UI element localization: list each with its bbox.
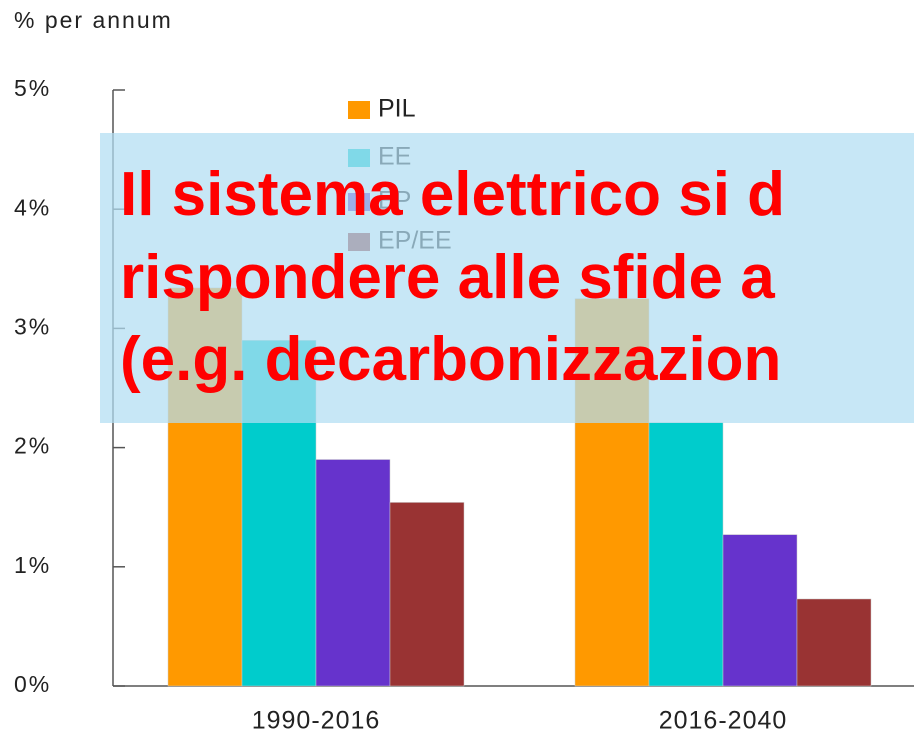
y-tick-label: 5% — [14, 75, 51, 101]
bar — [389, 502, 465, 687]
overlay-text: Il sistema elettrico si d — [120, 160, 785, 229]
legend-label: PIL — [378, 95, 416, 123]
y-tick-label: 3% — [14, 313, 51, 339]
overlay-box — [100, 133, 914, 423]
y-tick-label: 0% — [14, 671, 51, 697]
bar — [315, 459, 391, 687]
bar — [796, 598, 872, 687]
overlay-text: (e.g. decarbonizzazion — [120, 325, 781, 394]
legend-swatch — [348, 101, 370, 119]
y-tick-label: 4% — [14, 194, 51, 220]
overlay-text: rispondere alle sfide a — [120, 243, 775, 312]
bar — [722, 534, 798, 687]
y-tick-label: 2% — [14, 433, 51, 459]
y-axis-label: % per annum — [14, 7, 173, 33]
y-tick-label: 1% — [14, 552, 51, 578]
bar — [648, 422, 724, 687]
x-tick-label: 2016-2040 — [659, 707, 788, 735]
x-tick-label: 1990-2016 — [252, 707, 381, 735]
